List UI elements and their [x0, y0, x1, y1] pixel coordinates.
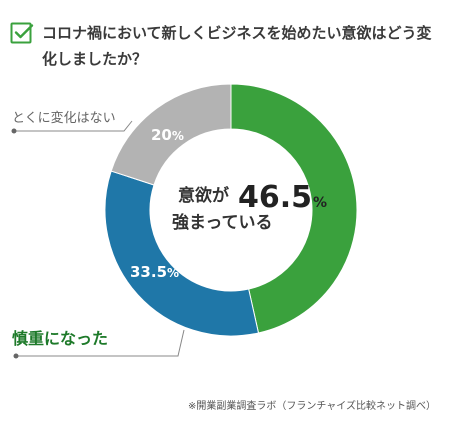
callout-line-no-change — [14, 120, 133, 132]
checkbox-check-icon — [10, 22, 34, 44]
slice-value-gray-unit: % — [172, 129, 184, 143]
callout-dot-no-change — [11, 128, 17, 134]
slice-value-blue-number: 33.5 — [130, 263, 167, 281]
slice-value-label-blue: 33.5% — [130, 263, 179, 281]
center-label: 意欲が 強まっている 46.5% — [172, 180, 327, 233]
callout-careful: 慎重になった — [12, 329, 185, 359]
center-value-unit: % — [313, 195, 327, 211]
center-value: 46.5% — [238, 180, 327, 215]
slice-value-blue-unit: % — [167, 266, 179, 280]
callout-line-careful — [16, 329, 185, 357]
donut-slice-careful — [104, 170, 260, 337]
donut-slice-increased — [230, 83, 358, 334]
center-value-number: 46.5 — [238, 180, 312, 215]
center-label-line1: 意欲が — [178, 185, 229, 206]
callout-no-change: とくに変化はない — [11, 110, 133, 134]
callout-label-careful: 慎重になった — [12, 329, 108, 348]
slice-value-label-gray: 20% — [151, 126, 184, 144]
source-note: ※開業副業調査ラボ（フランチャイズ比較ネット調べ） — [188, 401, 436, 412]
donut-slice-no-change — [110, 83, 232, 186]
callout-label-no-change: とくに変化はない — [12, 110, 116, 126]
callout-dot-careful — [13, 353, 19, 359]
center-label-line2: 強まっている — [172, 212, 272, 233]
chart-title: コロナ禍において新しくビジネスを始めたい意欲はどう変化しましたか？ — [42, 24, 432, 68]
slice-value-gray-number: 20 — [151, 126, 172, 144]
